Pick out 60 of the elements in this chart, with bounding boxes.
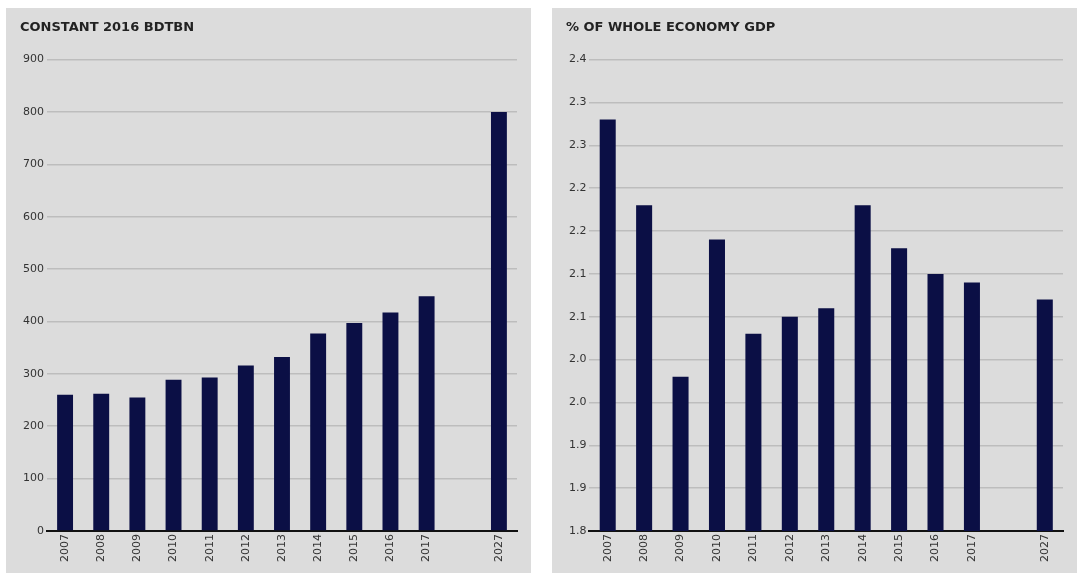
y-tick-label: 2.3 [568,138,587,152]
y-tick-label: 700 [23,157,44,171]
y-tick-label: 500 [23,261,44,275]
x-tick-label: 2012 [782,534,796,563]
bar [274,357,290,531]
bar [57,394,74,531]
bar [237,365,254,531]
x-tick-label: 2010 [709,534,723,563]
y-tick-label: 900 [23,52,44,66]
x-tick-label: 2027 [1037,534,1051,563]
y-tick-label: 2.2 [568,181,587,195]
x-tick-label: 2007 [57,534,71,563]
x-tick-label: 2008 [636,534,650,563]
bar [490,111,507,531]
x-tick-label: 2017 [419,534,433,563]
x-tick-label: 2008 [94,534,108,563]
bar [165,379,182,531]
y-tick-label: 2.4 [568,52,587,66]
y-tick-label: 200 [23,419,44,433]
chart-title: % OF WHOLE ECONOMY GDP [566,19,776,35]
y-tick-label: 1.9 [568,438,587,452]
x-tick-label: 2014 [311,534,325,563]
bar [129,397,146,531]
bar [346,323,363,531]
x-tick-label: 2009 [673,534,687,563]
y-tick-label: 600 [23,209,44,223]
y-tick-label: 2.0 [568,395,587,409]
y-tick-label: 400 [23,314,44,328]
x-tick-label: 2014 [855,534,869,563]
y-tick-label: 2.0 [568,352,587,366]
bar [382,312,399,531]
y-tick-label: 2.2 [568,223,587,237]
y-tick-label: 2.1 [568,309,587,323]
bar [418,296,435,531]
x-tick-label: 2013 [274,534,288,563]
x-tick-label: 2016 [383,534,397,563]
y-tick-label: 100 [23,471,44,485]
x-tick-label: 2016 [928,534,942,563]
chart-title: CONSTANT 2016 BDTBN [20,19,195,35]
x-tick-label: 2027 [491,534,505,563]
y-tick-label: 2.3 [568,95,587,109]
x-tick-label: 2015 [891,534,905,563]
bar [310,333,327,531]
y-tick-label: 1.9 [568,481,587,495]
x-tick-label: 2011 [746,534,760,563]
x-tick-label: 2010 [166,534,180,563]
x-tick-label: 2012 [238,534,252,563]
x-tick-label: 2007 [600,534,614,563]
bar [93,393,110,531]
x-tick-label: 2009 [130,534,144,563]
y-tick-label: 1.8 [568,523,587,537]
x-tick-label: 2011 [202,534,216,563]
x-tick-label: 2015 [347,534,361,563]
y-tick-label: 2.1 [568,266,587,280]
x-tick-label: 2017 [964,534,978,563]
bar [201,377,218,531]
x-tick-label: 2013 [819,534,833,563]
y-tick-label: 300 [23,366,44,380]
y-tick-label: 0 [37,523,44,537]
y-tick-label: 800 [23,104,44,118]
